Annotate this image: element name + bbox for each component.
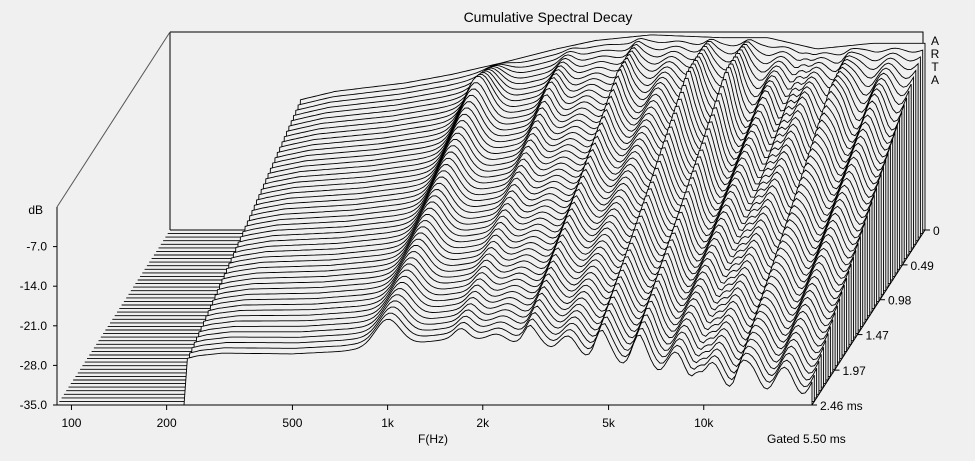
time-axis-line [811, 229, 926, 406]
top-depth-edge [56, 31, 171, 208]
x-tick-label: 100 [61, 416, 81, 430]
x-tick-label: 1k [381, 416, 395, 430]
y-tick-label: -21.0 [20, 319, 48, 333]
x-tick-label: 10k [694, 416, 714, 430]
watermark-letter: R [931, 47, 940, 61]
watermark-letter: T [931, 60, 939, 74]
x-axis-label: F(Hz) [418, 432, 448, 446]
y-tick-label: -35.0 [20, 398, 48, 412]
gate-footnote: Gated 5.50 ms [767, 432, 846, 446]
y-tick-label: -7.0 [26, 240, 47, 254]
x-tick-label: 200 [157, 416, 177, 430]
x-tick-label: 5k [602, 416, 616, 430]
time-tick-label: 0 [933, 224, 940, 238]
x-axis-ticks: 100 200 500 1k 2k 5k 10k [61, 405, 714, 430]
y-axis-label: dB [28, 203, 43, 217]
watermark-letter: A [931, 34, 939, 48]
watermark-letter: A [931, 73, 939, 87]
x-tick-label: 500 [282, 416, 302, 430]
time-tick-label: 2.46 ms [820, 399, 863, 413]
y-tick-label: -14.0 [20, 279, 48, 293]
decay-slices [57, 34, 926, 406]
time-tick-label: 1.97 [843, 364, 867, 378]
time-tick-label: 0.49 [910, 259, 934, 273]
y-tick-label: -28.0 [20, 358, 48, 372]
time-axis-ticks: 0 0.49 0.98 1.47 1.97 2.46 ms [811, 224, 940, 413]
time-tick-label: 1.47 [865, 329, 889, 343]
x-tick-label: 2k [476, 416, 490, 430]
y-axis-ticks: -7.0 -14.0 -21.0 -28.0 -35.0 [20, 240, 57, 412]
decay-slice [57, 318, 813, 406]
time-tick-label: 0.98 [888, 294, 912, 308]
chart-title: Cumulative Spectral Decay [464, 9, 633, 25]
